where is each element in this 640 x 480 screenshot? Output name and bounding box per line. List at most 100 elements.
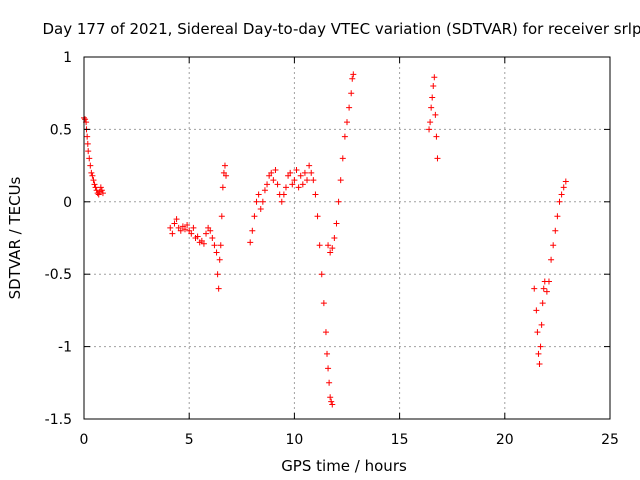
data-point <box>560 184 567 191</box>
y-tick-label: -0.5 <box>45 267 72 283</box>
data-point <box>430 82 437 89</box>
y-tick-label: 0 <box>63 195 72 211</box>
data-point <box>280 191 287 198</box>
data-point <box>339 155 346 162</box>
data-point <box>89 172 96 179</box>
data-point <box>335 198 342 205</box>
data-point <box>251 213 258 220</box>
data-point <box>341 133 348 140</box>
data-point <box>306 162 313 169</box>
data-point <box>207 227 214 234</box>
data-point <box>431 74 438 81</box>
data-point <box>261 187 268 194</box>
data-point <box>82 116 89 123</box>
data-point <box>531 285 538 292</box>
data-point <box>327 394 334 401</box>
data-point <box>211 242 218 249</box>
data-point <box>428 104 435 111</box>
data-point <box>543 288 550 295</box>
data-point <box>223 172 230 179</box>
data-point <box>350 71 357 78</box>
data-point <box>337 177 344 184</box>
data-point <box>167 224 174 231</box>
tick-layer: 0 5 10 15 20 25 1 0.5 0 -0.5 -1 -1.5 <box>45 50 619 448</box>
data-point <box>327 249 334 256</box>
data-point <box>329 245 336 252</box>
y-tick-label: 1 <box>63 50 72 66</box>
data-point <box>257 206 264 213</box>
data-point <box>331 235 338 241</box>
data-point <box>247 239 254 246</box>
data-point <box>344 119 350 126</box>
data-point <box>270 177 277 184</box>
chart-title: Day 177 of 2021, Sidereal Day-to-day VTE… <box>43 20 640 38</box>
data-point <box>293 166 300 173</box>
data-point <box>433 133 440 140</box>
data-point <box>219 184 226 191</box>
data-point <box>95 191 102 198</box>
data-point <box>272 166 279 173</box>
x-tick-label: 15 <box>391 432 409 448</box>
data-point <box>91 181 98 188</box>
data-point <box>556 198 563 205</box>
data-point <box>194 233 201 240</box>
x-tick-label: 0 <box>80 432 89 448</box>
data-point <box>325 242 332 249</box>
data-point <box>346 104 353 111</box>
data-point <box>181 226 188 233</box>
data-point <box>217 242 224 249</box>
data-point <box>190 224 197 231</box>
data-point <box>184 221 191 228</box>
data-point <box>177 227 184 234</box>
data-point <box>310 177 317 184</box>
data-point <box>255 191 262 198</box>
data-point <box>548 256 555 263</box>
data-point <box>171 220 178 227</box>
data-point <box>554 213 561 220</box>
data-point <box>316 242 323 249</box>
data-point <box>169 230 176 237</box>
data-point <box>84 133 91 140</box>
data-point <box>427 119 434 126</box>
data-point <box>173 216 180 223</box>
data-point <box>552 227 559 234</box>
data-point <box>312 191 319 198</box>
data-point <box>299 181 306 188</box>
data-point <box>333 220 340 227</box>
data-layer <box>81 71 569 408</box>
data-point <box>329 401 336 408</box>
data-point <box>324 350 331 357</box>
data-point <box>215 285 222 292</box>
y-tick-label: -1 <box>58 340 72 356</box>
data-point <box>325 365 332 372</box>
x-tick-label: 10 <box>285 432 303 448</box>
data-point <box>558 191 565 198</box>
data-point <box>348 90 355 97</box>
plot-frame <box>83 56 611 420</box>
data-point <box>297 172 304 179</box>
data-point <box>287 169 294 176</box>
y-tick-label: -1.5 <box>45 412 72 428</box>
data-point <box>314 213 321 220</box>
data-point <box>264 181 271 188</box>
data-point <box>214 271 221 278</box>
y-tick-label: 0.5 <box>50 122 72 138</box>
data-point <box>550 242 557 249</box>
data-point <box>432 111 439 118</box>
data-point <box>318 271 325 278</box>
grid-layer <box>84 57 610 419</box>
data-point <box>328 398 335 405</box>
data-point <box>203 230 210 237</box>
data-point <box>200 240 207 247</box>
data-point <box>289 181 296 188</box>
data-point <box>320 300 327 307</box>
data-point <box>268 169 275 176</box>
data-point <box>537 343 544 350</box>
data-point <box>545 278 552 285</box>
data-point <box>308 169 315 176</box>
data-point <box>86 155 93 162</box>
data-point <box>253 198 260 205</box>
data-point <box>536 360 543 367</box>
